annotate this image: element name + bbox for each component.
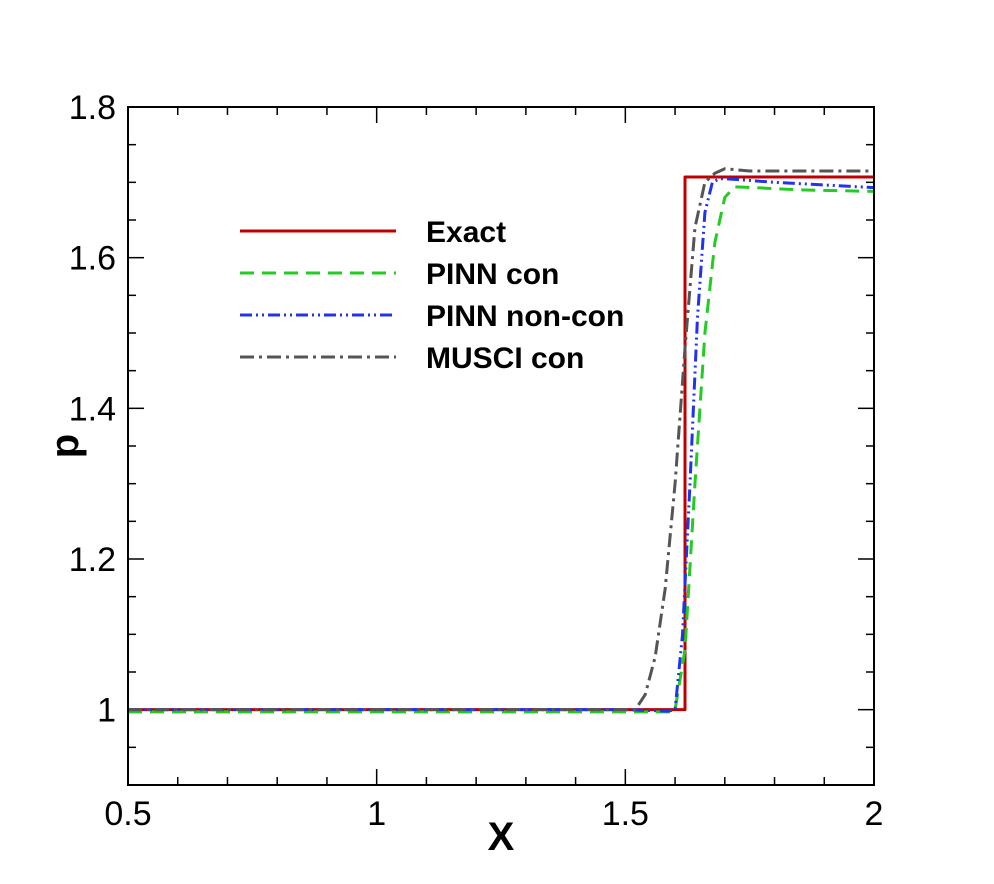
- y-tick-label: 1.2: [69, 541, 116, 579]
- plot-area-frame: [127, 106, 875, 786]
- legend-label: Exact: [426, 216, 506, 249]
- y-tick-label: 1: [97, 692, 116, 730]
- legend-label: PINN non-con: [426, 300, 624, 333]
- y-axis-label: p: [43, 434, 87, 458]
- y-tick-label: 1.8: [69, 89, 116, 127]
- legend-label: MUSCI con: [426, 342, 584, 375]
- y-tick-label: 1.4: [69, 390, 116, 428]
- y-tick-label: 1.6: [69, 240, 116, 278]
- x-tick-label: 1: [367, 795, 386, 833]
- series-line-musci-con: [128, 167, 874, 712]
- y-tick-labels: 1 1.2 1.4 1.6 1.8: [69, 89, 116, 730]
- series-lines: [128, 167, 874, 714]
- x-tick-labels: 0.5 1 1.5 2: [104, 795, 883, 833]
- x-tick-label: 1.5: [602, 795, 649, 833]
- x-axis-label: X: [488, 815, 515, 859]
- x-tick-label: 2: [865, 795, 884, 833]
- series-line-exact: [128, 175, 874, 712]
- axis-ticks: [127, 106, 875, 786]
- x-tick-label: 0.5: [104, 795, 151, 833]
- series-line-pinn-non-con: [128, 177, 874, 713]
- legend-label: PINN con: [426, 258, 559, 291]
- series-line-pinn-con: [128, 185, 874, 714]
- legend: Exact PINN con PINN non-con MUSCI con: [240, 216, 624, 375]
